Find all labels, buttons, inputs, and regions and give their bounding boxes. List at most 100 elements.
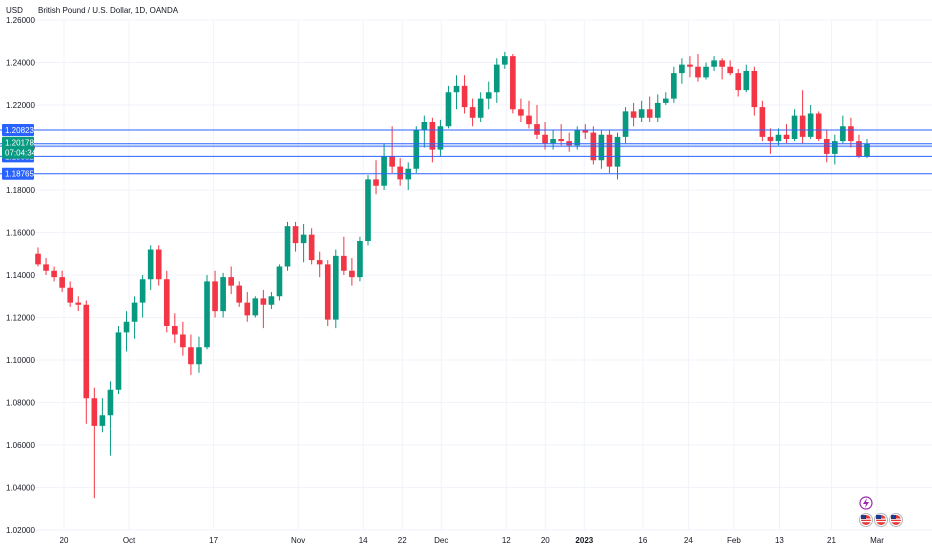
candle[interactable] [131, 296, 138, 339]
candle[interactable] [469, 98, 476, 127]
candle[interactable] [437, 119, 444, 156]
dividend-bolt-icon[interactable] [859, 496, 873, 510]
candle[interactable] [389, 126, 395, 173]
candle[interactable] [381, 143, 387, 190]
candle[interactable] [654, 94, 661, 122]
candle[interactable] [59, 270, 65, 292]
candle[interactable] [783, 124, 790, 144]
candle[interactable] [220, 272, 226, 318]
candle[interactable] [815, 111, 822, 142]
candle[interactable] [405, 162, 412, 190]
candle[interactable] [260, 289, 267, 329]
candle[interactable] [590, 126, 597, 165]
candle[interactable] [558, 124, 564, 146]
us-flag-event-icon[interactable] [859, 513, 873, 527]
candle[interactable] [228, 266, 234, 295]
candle[interactable] [123, 311, 130, 352]
candle[interactable] [759, 100, 766, 142]
candle[interactable] [75, 296, 82, 312]
candle[interactable] [413, 126, 420, 173]
candle[interactable] [67, 281, 74, 307]
candle[interactable] [276, 264, 283, 301]
candle[interactable] [493, 58, 500, 103]
candle[interactable] [115, 326, 122, 394]
candle[interactable] [485, 81, 492, 110]
candle[interactable] [566, 132, 573, 152]
candle[interactable] [35, 247, 41, 267]
candle[interactable] [510, 54, 516, 114]
candle[interactable] [461, 75, 468, 114]
candle[interactable] [163, 270, 170, 333]
candle[interactable] [51, 266, 57, 282]
candle[interactable] [719, 58, 725, 80]
candle[interactable] [518, 98, 524, 122]
event-icons[interactable] [859, 496, 903, 527]
candle[interactable] [341, 236, 347, 275]
candle[interactable] [751, 66, 758, 116]
candle[interactable] [172, 313, 178, 343]
candle[interactable] [662, 92, 669, 105]
candle[interactable] [606, 130, 613, 174]
candle[interactable] [598, 130, 605, 169]
candle[interactable] [147, 245, 154, 290]
candle[interactable] [236, 281, 243, 307]
candle[interactable] [831, 134, 838, 165]
candle[interactable] [252, 296, 259, 318]
candle[interactable] [155, 245, 162, 286]
candle[interactable] [687, 56, 693, 78]
candle[interactable] [196, 336, 202, 373]
candle[interactable] [244, 292, 251, 322]
candle[interactable] [453, 75, 460, 110]
candle[interactable] [212, 270, 218, 318]
candle[interactable] [421, 115, 428, 148]
candle[interactable] [646, 96, 653, 123]
candle[interactable] [775, 128, 782, 146]
candle[interactable] [840, 115, 846, 144]
candle[interactable] [324, 260, 331, 326]
candle[interactable] [292, 221, 299, 252]
candle[interactable] [767, 128, 774, 154]
candle[interactable] [308, 228, 315, 265]
us-flag-event-icon[interactable] [874, 513, 888, 527]
candle[interactable] [550, 130, 556, 150]
us-flag-event-icon[interactable] [889, 513, 903, 527]
candle[interactable] [268, 292, 275, 309]
candle[interactable] [107, 381, 114, 456]
candle[interactable] [43, 258, 49, 275]
candle[interactable] [357, 236, 363, 282]
candle[interactable] [445, 85, 452, 129]
candle[interactable] [477, 92, 484, 122]
candle[interactable] [622, 107, 629, 144]
candle[interactable] [679, 58, 685, 84]
candle[interactable] [180, 321, 186, 356]
candle[interactable] [671, 66, 677, 103]
candle[interactable] [365, 175, 371, 246]
candle[interactable] [864, 139, 870, 159]
candle[interactable] [711, 56, 717, 71]
candle[interactable] [703, 62, 709, 80]
candle[interactable] [300, 224, 307, 263]
candle[interactable] [582, 124, 589, 139]
candle[interactable] [139, 275, 146, 318]
candle[interactable] [316, 251, 323, 278]
candle[interactable] [848, 117, 854, 148]
candle[interactable] [542, 122, 548, 150]
candle[interactable] [373, 160, 379, 195]
candle[interactable] [630, 102, 637, 127]
candle[interactable] [735, 68, 742, 97]
candle[interactable] [83, 300, 90, 424]
candle[interactable] [429, 117, 436, 163]
candle[interactable] [534, 105, 540, 139]
candle[interactable] [204, 275, 210, 350]
candle[interactable] [397, 158, 404, 186]
candle[interactable] [791, 109, 798, 142]
candle[interactable] [188, 334, 194, 375]
candle[interactable] [638, 100, 645, 122]
candle[interactable] [695, 54, 701, 82]
candle[interactable] [799, 90, 806, 144]
candle[interactable] [743, 64, 750, 93]
candle[interactable] [284, 221, 291, 271]
candle[interactable] [526, 100, 532, 129]
